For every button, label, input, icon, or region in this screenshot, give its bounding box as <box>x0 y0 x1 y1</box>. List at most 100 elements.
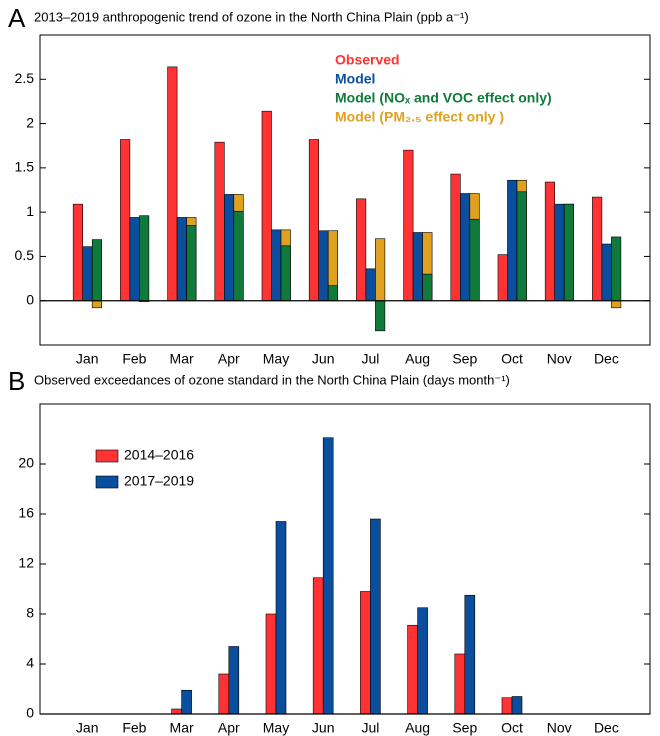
bar <box>139 215 150 302</box>
bar <box>120 139 131 302</box>
bar <box>82 246 93 302</box>
legend-label: Model (PM₂.₅ effect only ) <box>335 109 504 125</box>
bar <box>563 203 575 302</box>
bar <box>497 254 508 302</box>
y-tick-label: 0 <box>26 705 34 721</box>
legend-label: Model (NOₓ and VOC effect only) <box>335 90 552 106</box>
y-tick-label: 2 <box>26 114 34 130</box>
bar <box>308 139 320 302</box>
panel-label: A <box>8 3 26 33</box>
x-tick-label: Apr <box>218 351 240 367</box>
bar <box>218 673 230 715</box>
y-tick-label: 12 <box>18 555 34 571</box>
bar <box>167 66 178 302</box>
bar <box>224 194 235 302</box>
bar <box>356 198 367 302</box>
bar <box>412 232 423 302</box>
y-tick-label: 20 <box>18 455 34 471</box>
bar <box>601 243 612 302</box>
bar <box>554 203 565 302</box>
x-tick-label: Mar <box>170 720 194 736</box>
bar <box>516 191 527 302</box>
x-tick-label: Nov <box>547 720 572 736</box>
x-tick-label: Jul <box>361 720 379 736</box>
bar <box>322 437 334 715</box>
x-tick-label: Jul <box>361 351 379 367</box>
bar <box>592 196 603 302</box>
x-tick-label: Mar <box>170 351 194 367</box>
y-tick-label: 16 <box>18 505 34 521</box>
x-tick-label: Jan <box>76 720 99 736</box>
bar <box>417 607 428 715</box>
bar <box>233 210 244 302</box>
legend-label: Observed <box>335 52 400 68</box>
bar <box>181 689 192 715</box>
x-tick-label: Jun <box>312 351 335 367</box>
x-tick-label: Nov <box>547 351 572 367</box>
bar <box>403 149 414 302</box>
x-tick-label: Dec <box>594 720 619 736</box>
y-tick-label: 1.5 <box>15 159 35 175</box>
x-tick-label: Feb <box>122 351 146 367</box>
bar <box>469 218 480 302</box>
bar <box>360 591 371 715</box>
x-tick-label: Sep <box>452 351 477 367</box>
legend-label: 2017–2019 <box>124 473 194 489</box>
y-tick-label: 1 <box>26 203 34 219</box>
x-tick-label: Dec <box>594 351 619 367</box>
legend-swatch <box>95 449 119 463</box>
bar <box>265 613 277 715</box>
bar <box>459 193 471 302</box>
bar <box>375 238 386 302</box>
bar <box>511 696 523 715</box>
bar <box>611 300 622 309</box>
bar <box>271 229 282 302</box>
bar <box>214 141 225 302</box>
x-tick-label: May <box>263 720 289 736</box>
bar <box>507 179 518 302</box>
legend-label: 2014–2016 <box>124 447 194 463</box>
x-tick-label: Sep <box>452 720 477 736</box>
bar <box>501 697 513 715</box>
y-tick-label: 4 <box>26 655 34 671</box>
bar <box>365 268 376 302</box>
bar <box>370 518 381 715</box>
bar <box>327 285 339 302</box>
bar <box>454 653 466 715</box>
bar <box>312 577 324 715</box>
bar <box>186 225 197 302</box>
bar <box>544 181 556 302</box>
y-tick-label: 0.5 <box>15 247 35 263</box>
x-tick-label: Jan <box>76 351 99 367</box>
x-tick-label: Oct <box>501 351 523 367</box>
chart-title: 2013–2019 anthropogenic trend of ozone i… <box>34 9 469 24</box>
x-tick-label: Jun <box>312 720 335 736</box>
chart-title: Observed exceedances of ozone standard i… <box>34 372 510 387</box>
bar <box>129 217 140 302</box>
x-tick-label: May <box>263 351 289 367</box>
plot-frame <box>39 34 651 346</box>
x-tick-label: Aug <box>405 351 430 367</box>
bar <box>72 203 83 302</box>
bar <box>171 708 182 715</box>
bar <box>261 110 272 302</box>
bar <box>91 239 102 302</box>
bar <box>91 300 102 309</box>
bar <box>464 594 476 715</box>
bar <box>611 236 622 302</box>
bar <box>407 624 418 715</box>
x-tick-label: Aug <box>405 720 430 736</box>
bar <box>450 173 461 302</box>
x-tick-label: Apr <box>218 720 240 736</box>
bar <box>318 230 329 302</box>
x-tick-label: Feb <box>122 720 146 736</box>
panel-label: B <box>8 366 25 396</box>
bar <box>422 273 433 302</box>
y-tick-label: 0 <box>26 291 34 307</box>
y-tick-label: 8 <box>26 605 34 621</box>
bar <box>228 646 240 715</box>
y-tick-label: 2.5 <box>15 70 35 86</box>
bar <box>275 521 287 715</box>
